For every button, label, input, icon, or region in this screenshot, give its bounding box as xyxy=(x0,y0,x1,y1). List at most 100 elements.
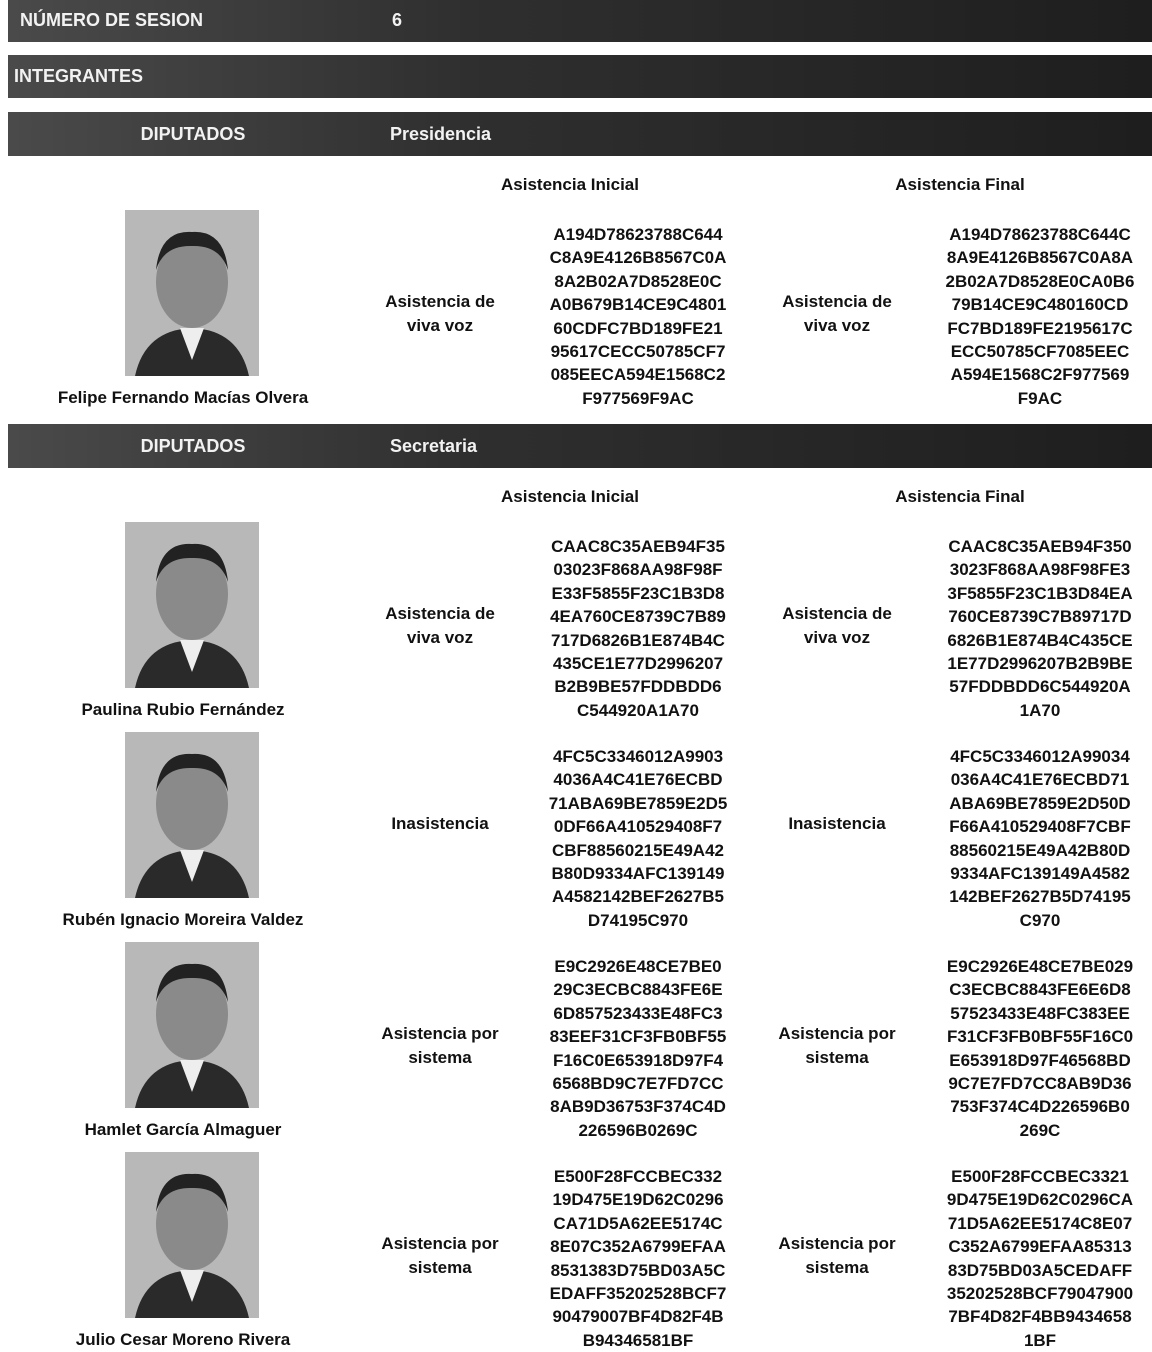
photo xyxy=(125,210,259,376)
column-header: Asistencia Inicial xyxy=(501,487,639,506)
hash-line: 7BF4D82F4BB9434658 xyxy=(948,1307,1132,1327)
hash-line: 9C7E7FD7CC8AB9D36 xyxy=(948,1074,1132,1093)
photo-silhouette xyxy=(125,210,259,376)
hash-line: E9C2926E48CE7BE0 xyxy=(554,957,722,976)
hash-line: FC7BD189FE2195617C xyxy=(947,318,1133,338)
member-name: Felipe Fernando Macías Olvera xyxy=(57,388,309,407)
column-header: Asistencia Final xyxy=(895,487,1025,506)
hash-line: ECC50785CF7085EEC xyxy=(950,342,1130,361)
hash-line: 8531383D75BD03A5C xyxy=(550,1260,726,1280)
hash-line: A194D78623788C644 xyxy=(553,225,723,244)
group-title: DIPUTADOS xyxy=(140,124,246,144)
status: Asistencia por sistema xyxy=(381,1234,499,1277)
hash-line: F31CF3FB0BF55F16C0 xyxy=(946,1027,1134,1047)
hash-line: 83EEF31CF3FB0BF55 xyxy=(549,1027,727,1047)
members-bar xyxy=(8,55,1152,98)
hash-line: B94346581BF xyxy=(582,1330,694,1350)
hash-line: 9D475E19D62C0296CA xyxy=(946,1190,1134,1210)
hash-line: F66A410529408F7CBF xyxy=(949,817,1131,837)
group-role: Secretaria xyxy=(390,436,478,456)
hash-line: 6D857523433E48FC3 xyxy=(553,1003,723,1023)
photo xyxy=(125,1152,259,1318)
hash-line: 4FC5C3346012A9903 xyxy=(552,747,724,766)
hash-line: 226596B0269C xyxy=(578,1120,698,1140)
hash-line: 1E77D2996207B2B9BE xyxy=(947,654,1133,673)
hash-line: C3ECBC8843FE6E6D8 xyxy=(949,980,1131,1000)
hash-line: 8AB9D36753F374C4D xyxy=(550,1097,726,1117)
hash-line: 0DF66A410529408F7 xyxy=(553,817,723,837)
photo-silhouette xyxy=(125,1152,259,1318)
hash-line: 95617CECC50785CF7 xyxy=(550,342,726,361)
hash-line: EDAFF35202528BCF7 xyxy=(549,1284,727,1303)
hash-line: 35202528BCF79047900 xyxy=(946,1284,1134,1303)
hash-line: 29C3ECBC8843FE6E xyxy=(553,980,723,1000)
hash-line: 435CE1E77D2996207 xyxy=(552,654,724,673)
hash-line: E33F5855F23C1B3D8 xyxy=(551,583,725,603)
hash-line: 717D6826B1E874B4C xyxy=(551,630,725,650)
hash-line: A0B679B14CE9C4801 xyxy=(549,295,727,315)
status: Asistencia de viva voz xyxy=(385,292,495,335)
hash-line: C970 xyxy=(1019,910,1061,930)
hash-line: C544920A1A70 xyxy=(577,700,699,720)
hash-line: B2B9BE57FDDBDD6 xyxy=(554,677,722,697)
group-bar xyxy=(8,112,1152,156)
member-name: Hamlet García Almaguer xyxy=(84,1120,282,1139)
hash-line: CA71D5A62EE5174C xyxy=(553,1213,723,1233)
hash-line: 83D75BD03A5CEDAFF xyxy=(947,1260,1133,1280)
hash-line: 269C xyxy=(1019,1120,1061,1140)
session-value: 6 xyxy=(392,10,403,30)
hash-line: D74195C970 xyxy=(587,910,689,930)
hash-line: 4FC5C3346012A99034 xyxy=(950,747,1130,766)
status: Asistencia de viva voz xyxy=(782,292,892,335)
hash-line: 8A9E4126B8567C0A8A xyxy=(946,248,1134,268)
status: Inasistencia xyxy=(391,814,489,833)
hash-line: B80D9334AFC139149 xyxy=(551,864,725,883)
group-title: DIPUTADOS xyxy=(140,436,246,456)
hash-line: 036A4C41E76ECBD71 xyxy=(950,770,1130,790)
hash-line: 6826B1E874B4C435CE xyxy=(947,630,1133,650)
photo xyxy=(125,942,259,1108)
hash-line: F977569F9AC xyxy=(582,388,694,408)
hash-line: 57523433E48FC383EE xyxy=(950,1003,1130,1023)
hash-line: E653918D97F46568BD xyxy=(949,1050,1131,1070)
hash-line: E500F28FCCBEC332 xyxy=(553,1167,723,1186)
group-role: Presidencia xyxy=(390,124,492,144)
hash-line: 085EECA594E1568C2 xyxy=(550,365,726,385)
hash-line: 60CDFC7BD189FE21 xyxy=(553,318,723,338)
hash-line: 2B02A7D8528E0CA0B6 xyxy=(945,271,1135,291)
member-name: Julio Cesar Moreno Rivera xyxy=(75,1330,291,1349)
session-label: NÚMERO DE SESION xyxy=(20,10,204,30)
hash-line: 3F5855F23C1B3D84EA xyxy=(947,583,1133,603)
group-bar xyxy=(8,424,1152,468)
hash-line: 03023F868AA98F98F xyxy=(553,560,723,580)
hash-line: 1A70 xyxy=(1019,700,1061,720)
column-header: Asistencia Final xyxy=(895,175,1025,194)
hash-line: CAAC8C35AEB94F350 xyxy=(948,537,1132,556)
hash-line: 19D475E19D62C0296 xyxy=(552,1190,724,1210)
hash-line: F16C0E653918D97F4 xyxy=(552,1050,724,1070)
hash-line: 142BEF2627B5D74195 xyxy=(949,887,1131,907)
hash-line: 71ABA69BE7859E2D5 xyxy=(548,793,728,813)
hash-line: CAAC8C35AEB94F35 xyxy=(551,537,725,556)
hash-line: A594E1568C2F977569 xyxy=(950,365,1130,385)
hash-line: E500F28FCCBEC3321 xyxy=(951,1167,1129,1186)
photo-silhouette xyxy=(125,942,259,1108)
session-bar xyxy=(8,0,1152,42)
hash-line: E9C2926E48CE7BE029 xyxy=(946,957,1134,976)
member-name: Paulina Rubio Fernández xyxy=(81,700,285,719)
status: Asistencia por sistema xyxy=(381,1024,499,1067)
hash-line: 1BF xyxy=(1023,1330,1057,1350)
hash-line: CBF88560215E49A42 xyxy=(551,840,724,860)
hash-line: 4036A4C41E76ECBD xyxy=(553,770,723,790)
status: Inasistencia xyxy=(788,814,886,833)
hash-line: ABA69BE7859E2D50D xyxy=(949,793,1131,813)
status: Asistencia de viva voz xyxy=(385,604,495,647)
status: Asistencia de viva voz xyxy=(782,604,892,647)
hash-line: 79B14CE9C480160CD xyxy=(951,295,1129,315)
hash-line: 9334AFC139149A4582 xyxy=(950,864,1130,883)
hash-line: 90479007BF4D82F4B xyxy=(552,1307,724,1327)
photo xyxy=(125,522,259,688)
hash-line: 8A2B02A7D8528E0C xyxy=(554,271,722,291)
